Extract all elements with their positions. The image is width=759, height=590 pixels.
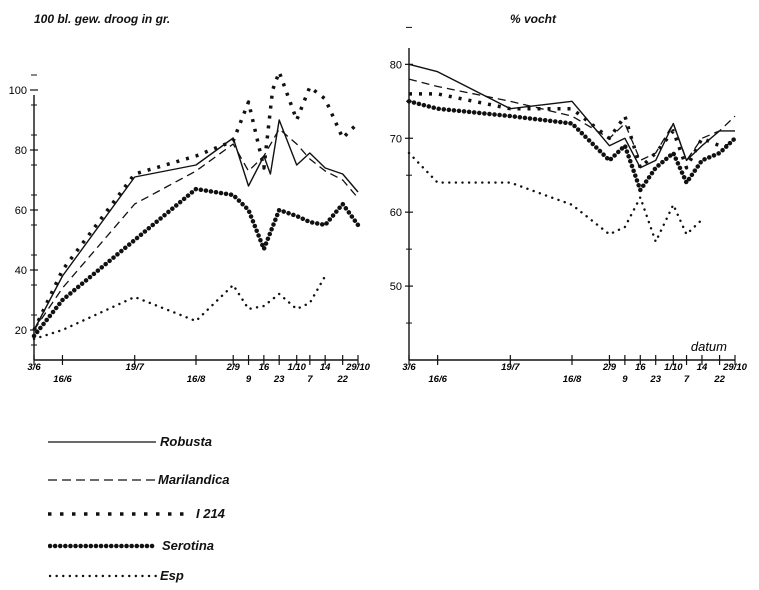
- legend-item-marilandica: Marilandica: [48, 470, 348, 492]
- x-tick-label: 29/10: [722, 362, 747, 373]
- series-i-214-line: [409, 92, 735, 170]
- x-tick-label: 16/8: [563, 374, 582, 385]
- left-chart: 20 40 60 80 100 3/6 16/6 19/7 16/8 2/9 9 16231/1071…: [9, 70, 371, 385]
- x-tick-label: 16/8: [187, 374, 206, 385]
- left-chart-title: 100 bl. gew. droog in gr.: [34, 12, 171, 26]
- x-tick-label: 14: [697, 362, 708, 373]
- x-tick-label: 9: [622, 374, 628, 385]
- y-tick-label: 50: [390, 281, 402, 293]
- series-esp-line: [407, 151, 704, 243]
- series-robusta-line: [33, 119, 359, 331]
- x-tick-label: 2/9: [602, 362, 617, 373]
- x-tick-label: 29/10: [345, 362, 370, 373]
- x-tick-label: 16: [635, 362, 646, 373]
- x-tick-label: 23: [649, 374, 661, 385]
- x-tick-label: 3/6: [27, 362, 41, 373]
- x-axis-label: datum: [691, 339, 727, 354]
- y-tick-label: 80: [390, 59, 402, 71]
- x-tick-label: 3/6: [402, 362, 416, 373]
- series-serotina-line: [31, 186, 361, 339]
- x-tick-label: 14: [320, 362, 331, 373]
- legend-label: I 214: [196, 506, 225, 521]
- legend-label: Esp: [160, 568, 184, 583]
- x-tick-label: 1/10: [664, 362, 683, 373]
- y-tick-label: 20: [15, 325, 27, 337]
- x-tick-label: 2/9: [226, 362, 241, 373]
- right-chart-title: % vocht: [510, 12, 557, 26]
- legend-label: Robusta: [160, 434, 212, 449]
- x-tick-label: 7: [307, 374, 313, 385]
- x-tick-label: 19/7: [501, 362, 520, 373]
- x-tick-label: 7: [684, 374, 690, 385]
- legend-item-robusta: Robusta: [48, 432, 348, 454]
- series-i-214-line: [32, 70, 360, 331]
- x-tick-label: 23: [273, 374, 285, 385]
- x-tick-label: 16/6: [53, 374, 72, 385]
- figure: 204060801003/616/619/716/82/9916231/1071…: [9, 26, 748, 385]
- legend-item-i214: I 214: [48, 504, 348, 526]
- x-tick-label: 16/6: [428, 374, 447, 385]
- y-tick-label: 70: [390, 133, 402, 145]
- legend-item-esp: Esp: [48, 566, 348, 588]
- legend-label: Serotina: [162, 538, 215, 553]
- x-tick-label: 19/7: [125, 362, 144, 373]
- x-tick-label: 16: [259, 362, 270, 373]
- legend-item-serotina: Serotina: [48, 536, 348, 558]
- series-robusta-line: [408, 63, 735, 169]
- x-tick-label: 22: [713, 374, 725, 385]
- x-tick-label: 1/10: [287, 362, 306, 373]
- x-tick-label: 9: [246, 374, 252, 385]
- series-serotina-line: [406, 99, 738, 193]
- x-tick-label: 22: [336, 374, 348, 385]
- series-marilandica-line: [408, 78, 736, 162]
- legend-label: Marilandica: [158, 472, 230, 487]
- y-tick-label: 60: [390, 207, 402, 219]
- y-tick-label: 80: [15, 145, 27, 157]
- y-tick-label: 40: [15, 265, 27, 277]
- y-tick-label: 100: [9, 85, 27, 97]
- y-tick-label: 60: [15, 205, 27, 217]
- series-marilandica-line: [33, 128, 359, 331]
